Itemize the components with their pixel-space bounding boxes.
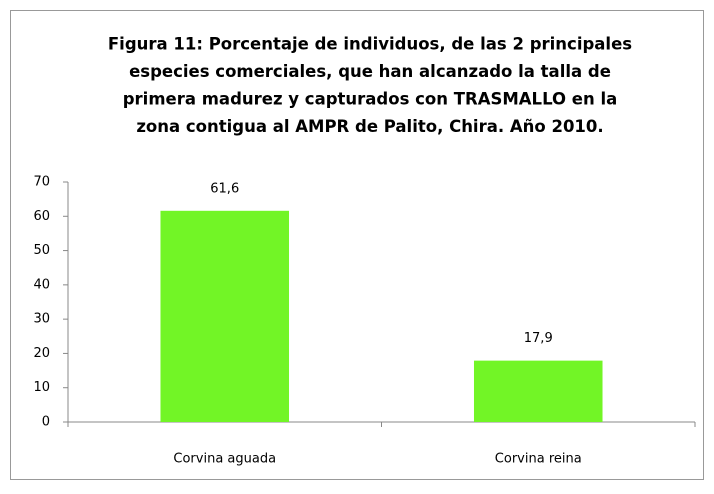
y-tick-label: 30 [33, 312, 50, 327]
x-tick-label: Corvina aguada [173, 452, 276, 467]
y-tick-label: 60 [33, 209, 50, 224]
y-tick-label: 0 [42, 415, 50, 430]
chart-title: Figura 11: Porcentaje de individuos, de … [108, 35, 632, 137]
y-tick-label: 70 [33, 175, 50, 190]
title-line: primera madurez y capturados con TRASMAL… [123, 90, 618, 109]
y-tick-label: 40 [33, 277, 50, 292]
data-label: 61,6 [210, 181, 239, 196]
title-line: especies comerciales, que han alcanzado … [129, 62, 611, 81]
data-label: 17,9 [524, 331, 553, 346]
x-tick-label: Corvina reina [495, 452, 582, 467]
y-tick-label: 10 [33, 380, 50, 395]
bar [473, 360, 603, 422]
title-line: zona contigua al AMPR de Palito, Chira. … [136, 117, 603, 136]
title-line: Figura 11: Porcentaje de individuos, de … [108, 35, 632, 54]
y-tick-label: 20 [33, 346, 50, 361]
bar [160, 210, 290, 422]
y-tick-label: 50 [33, 243, 50, 258]
